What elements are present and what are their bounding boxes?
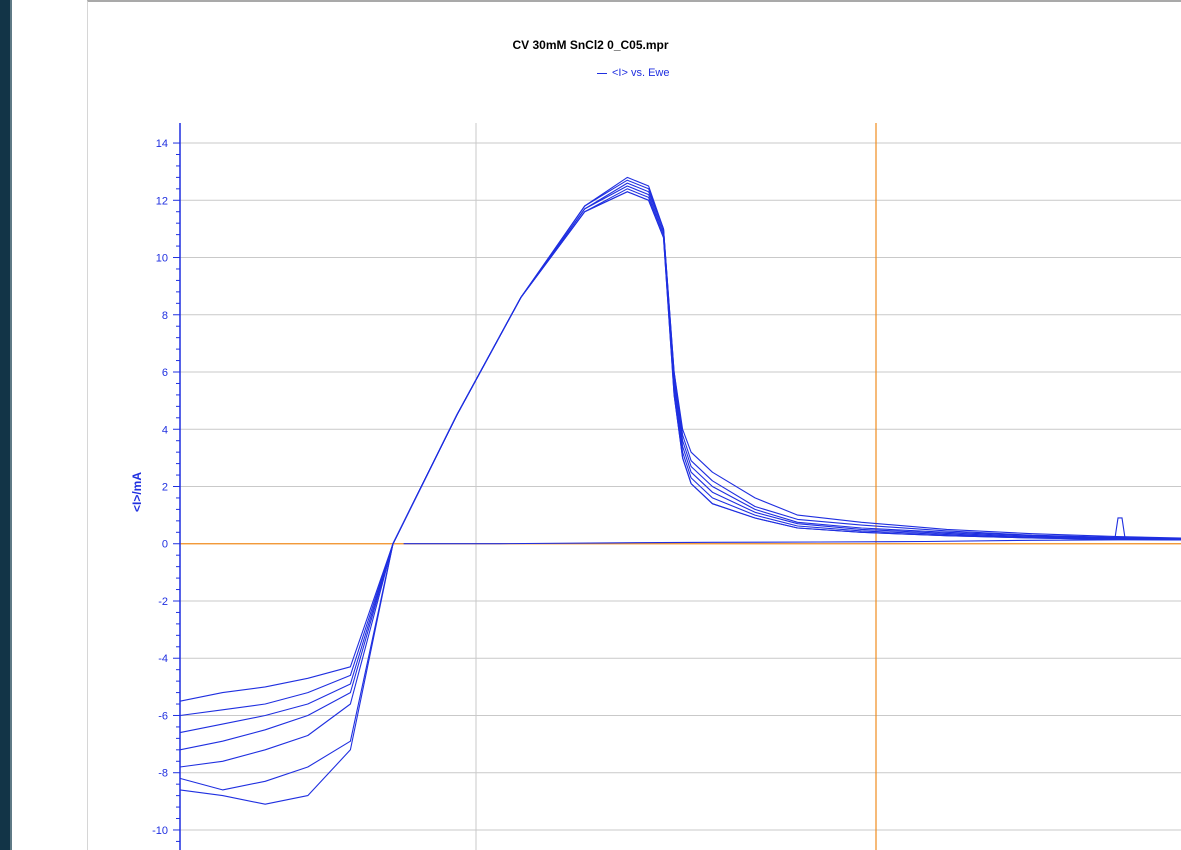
y-tick-label: 0 [162, 539, 168, 551]
series-line-3 [179, 185, 1181, 751]
y-tick-label: -10 [152, 825, 168, 837]
y-tick-label: -6 [158, 710, 168, 722]
y-tick-label: -4 [158, 653, 168, 665]
series-line-5 [179, 191, 1181, 805]
y-tick-label: 8 [162, 310, 168, 322]
legend-swatch [597, 72, 607, 74]
legend-label: <I> vs. Ewe [612, 67, 670, 79]
series-line-6 [179, 191, 1181, 791]
y-tick-label: 4 [162, 424, 168, 436]
series-line-4 [179, 188, 1181, 768]
window-frame-edge [10, 0, 12, 850]
legend: <I> vs. Ewe [597, 67, 669, 79]
y-tick-label: 2 [162, 482, 168, 494]
series-line-7 [403, 538, 1181, 545]
y-tick-label: 6 [162, 367, 168, 379]
chart-title: CV 30mM SnCl2 0_C05.mpr [512, 38, 669, 52]
series-line-2 [179, 182, 1181, 734]
series-spike [1114, 517, 1126, 539]
side-panel [12, 0, 87, 850]
plot-window[interactable] [87, 0, 1181, 850]
y-tick-label: 14 [156, 138, 168, 150]
y-tick-label: 12 [156, 195, 168, 207]
y-tick-label: -8 [158, 768, 168, 780]
y-tick-label: 10 [156, 253, 168, 265]
series-line-1 [179, 179, 1181, 717]
window-frame-left [0, 0, 10, 850]
y-tick-label: -2 [158, 596, 168, 608]
y-axis-label: <I>/mA [130, 471, 144, 512]
